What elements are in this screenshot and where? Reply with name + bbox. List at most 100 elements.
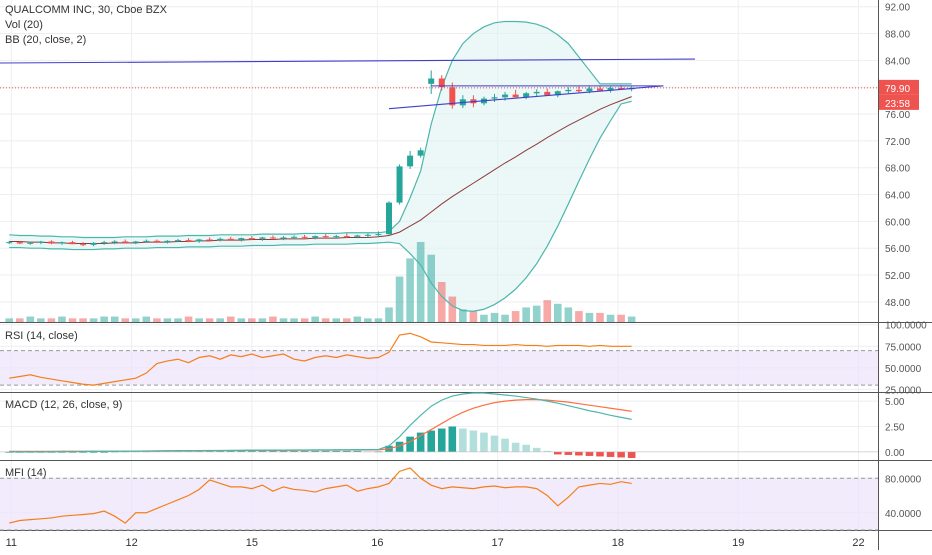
volume-bar[interactable] [300,318,309,322]
macd-histogram-bar[interactable] [311,450,319,452]
candle-body[interactable] [417,150,424,156]
volume-bar[interactable] [364,318,372,322]
volume-bar[interactable] [205,318,214,322]
candle-body[interactable] [586,88,593,92]
candle-body[interactable] [544,91,551,96]
volume-bar[interactable] [26,316,35,322]
volume-bar[interactable] [58,316,66,322]
volume-bar[interactable] [522,307,530,322]
candle-body[interactable] [438,78,445,88]
candle-body[interactable] [111,241,118,243]
macd-histogram-bar[interactable] [184,451,193,452]
macd-histogram-bar[interactable] [617,451,625,458]
candle-body[interactable] [27,242,34,244]
price-panel[interactable] [0,20,878,322]
bollinger-indicator-label[interactable]: BB (20, close, 2) [5,34,87,46]
volume-bar[interactable] [511,311,520,322]
candle-body[interactable] [597,88,603,91]
volume-bar[interactable] [79,318,87,322]
candle-body[interactable] [16,242,23,244]
last-price-tag[interactable] [879,79,919,95]
volume-bar[interactable] [89,318,98,322]
macd-histogram-bar[interactable] [511,442,520,452]
macd-histogram-bar[interactable] [332,450,341,452]
candle-body[interactable] [491,97,498,99]
candle-body[interactable] [48,241,55,244]
candle-body[interactable] [122,241,129,243]
macd-histogram-bar[interactable] [79,451,87,453]
volume-bar[interactable] [321,318,330,322]
macd-histogram-bar[interactable] [269,450,277,452]
candle-body[interactable] [312,236,319,238]
macd-histogram-bar[interactable] [501,438,509,452]
trend-line[interactable] [0,58,695,64]
candle-body[interactable] [217,238,224,241]
volume-bar[interactable] [237,318,246,322]
macd-histogram-bar[interactable] [205,450,214,452]
candle-body[interactable] [37,241,44,243]
candle-body[interactable] [618,87,625,90]
candle-body[interactable] [185,240,192,242]
trend-line[interactable] [388,85,664,110]
macd-histogram-bar[interactable] [406,436,414,452]
volume-bar[interactable] [37,318,45,322]
macd-histogram-bar[interactable] [522,444,530,452]
macd-histogram-bar[interactable] [174,451,182,452]
candle-body[interactable] [512,94,519,98]
volume-bar[interactable] [564,307,573,322]
mfi-title[interactable]: MFI (14) [5,467,47,479]
macd-histogram-bar[interactable] [490,435,499,452]
macd-histogram-bar[interactable] [585,451,594,456]
volume-bar[interactable] [5,318,13,322]
volume-bar[interactable] [100,316,108,322]
volume-bar[interactable] [448,296,457,322]
macd-histogram-bar[interactable] [437,428,446,452]
macd-histogram-bar[interactable] [459,428,467,452]
macd-histogram-bar[interactable] [153,451,161,452]
bollinger-upper-line[interactable] [9,20,632,239]
price-scale[interactable]: 92.0088.0084.0080.0076.0072.0068.0064.00… [879,3,927,520]
volume-bar[interactable] [543,300,552,322]
volume-bar[interactable] [437,282,446,322]
candle-body[interactable] [565,89,572,92]
bollinger-lower-line[interactable] [9,100,632,312]
candle-body[interactable] [153,240,160,243]
candle-body[interactable] [248,238,255,240]
macd-histogram-bar[interactable] [353,450,362,452]
volume-bar[interactable] [627,316,636,322]
volume-bar[interactable] [406,258,414,322]
candle-body[interactable] [354,235,361,237]
candle-body[interactable] [502,94,509,98]
volume-bar[interactable] [184,316,193,322]
volume-bar[interactable] [374,318,383,322]
volume-bar[interactable] [385,307,393,322]
macd-histogram-bar[interactable] [248,450,256,452]
volume-bar[interactable] [343,318,351,322]
volume-bar[interactable] [279,318,288,322]
macd-histogram-bar[interactable] [554,451,562,455]
candle-body[interactable] [364,234,371,236]
macd-histogram-bar[interactable] [564,451,573,455]
time-axis[interactable]: 11 12 15 16 17 18 19 22 [6,537,865,549]
volume-bar[interactable] [596,312,604,322]
macd-histogram-bar[interactable] [216,450,224,452]
macd-panel[interactable] [0,392,878,458]
volume-bar[interactable] [290,318,298,322]
volume-bar[interactable] [469,311,478,322]
macd-histogram-bar[interactable] [89,451,98,453]
volume-bar[interactable] [501,314,509,322]
bollinger-basis-line[interactable] [9,96,632,245]
candle-body[interactable] [322,236,329,238]
volume-bar[interactable] [163,318,172,322]
volume-bar[interactable] [459,309,467,322]
macd-histogram-bar[interactable] [395,441,404,452]
candle-body[interactable] [238,238,245,240]
volume-bar[interactable] [153,318,161,322]
candle-body[interactable] [196,239,203,242]
candle-body[interactable] [280,237,287,239]
candle-body[interactable] [607,87,614,91]
volume-bar[interactable] [15,318,24,322]
rsi-line[interactable] [9,332,632,386]
candle-body[interactable] [386,202,392,235]
macd-line[interactable] [9,392,632,453]
